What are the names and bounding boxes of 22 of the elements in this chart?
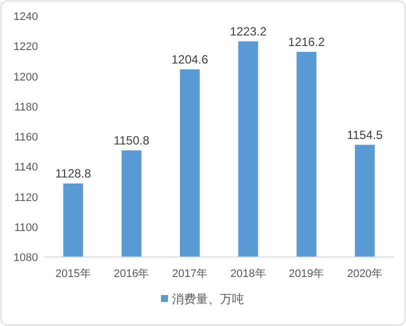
y-tick-label: 1220 <box>14 41 38 54</box>
data-label: 1216.2 <box>288 34 326 49</box>
legend-label: 消费量、万吨 <box>172 292 244 306</box>
x-tick-label: 2015年 <box>55 268 91 280</box>
data-label: 1154.5 <box>346 128 384 142</box>
data-label: 1204.6 <box>171 52 209 66</box>
y-tick-label: 1200 <box>14 71 38 84</box>
y-tick-label: 1100 <box>14 222 38 234</box>
x-tick-label: 2019年 <box>288 268 324 280</box>
x-tick-label: 2020年 <box>347 268 383 280</box>
y-tick-label: 1120 <box>14 192 38 204</box>
y-tick-label: 1240 <box>14 11 38 23</box>
x-tick-label: 2017年 <box>172 268 208 280</box>
data-label: 1128.8 <box>55 166 92 180</box>
y-tick-label: 1160 <box>14 132 38 144</box>
x-tick-label: 2016年 <box>114 268 150 280</box>
x-tick-label: 2018年 <box>230 268 266 280</box>
y-tick-label: 1180 <box>14 101 38 114</box>
data-label: 1223.2 <box>230 24 267 38</box>
y-tick-label: 1140 <box>14 162 38 174</box>
data-label: 1150.8 <box>114 133 150 148</box>
y-tick-label: 1080 <box>14 252 38 264</box>
